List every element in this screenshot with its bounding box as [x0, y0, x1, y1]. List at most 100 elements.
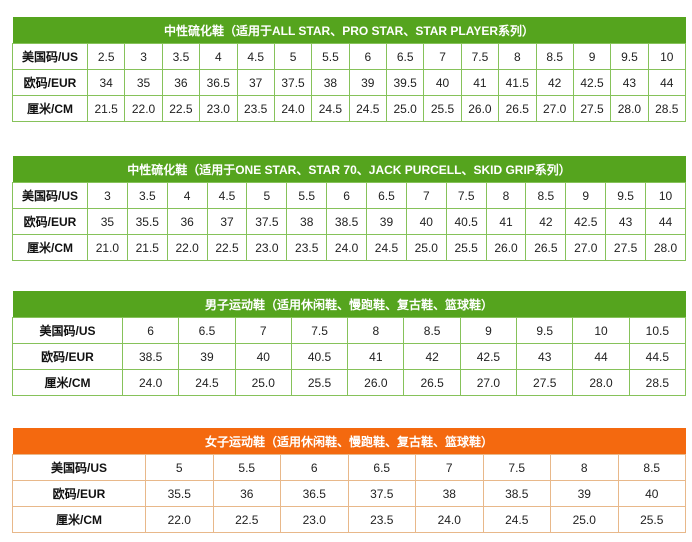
- row-label: 厘米/CM: [12, 369, 123, 396]
- size-cell: 25.5: [423, 95, 462, 122]
- row-label: 美国码/US: [12, 454, 146, 481]
- us-size-row: 美国码/US 5 5.5 6 6.5 7 7.5 8 8.5: [12, 454, 686, 481]
- size-cell: 28.0: [572, 369, 630, 396]
- size-cell: 44: [645, 208, 686, 235]
- size-cell: 26.0: [460, 95, 500, 122]
- size-cell: 25.0: [405, 234, 447, 261]
- size-cell: 44: [647, 69, 687, 96]
- size-cell: 44: [572, 343, 630, 370]
- size-cell: 25.5: [617, 506, 686, 533]
- size-cell: 36: [212, 480, 281, 507]
- size-cell: 22.0: [124, 95, 163, 122]
- size-cell: 40: [405, 208, 447, 235]
- size-cell: 37.5: [347, 480, 416, 507]
- size-cell: 42: [535, 69, 574, 96]
- size-cell: 25.5: [290, 369, 349, 396]
- size-cell: 26.0: [485, 234, 527, 261]
- size-cell: 22.0: [166, 234, 208, 261]
- size-cell: 37.5: [273, 69, 313, 96]
- size-cell: 27.0: [565, 234, 607, 261]
- size-cell: 38.5: [121, 343, 180, 370]
- us-size-row: 美国码/US 6 6.5 7 7.5 8 8.5 9 9.5 10 10.5: [12, 317, 687, 344]
- row-label: 厘米/CM: [12, 95, 88, 122]
- size-cell: 27.0: [535, 95, 574, 122]
- size-cell: 35.5: [126, 208, 168, 235]
- size-cell: 21.5: [86, 95, 126, 122]
- row-label: 厘米/CM: [12, 234, 88, 261]
- size-cell: 7.5: [482, 454, 551, 481]
- size-cell: 40: [234, 343, 292, 370]
- size-cell: 25.0: [234, 369, 292, 396]
- size-cell: 8.5: [403, 317, 461, 344]
- size-cell: 7: [234, 317, 292, 344]
- size-cell: 43: [516, 343, 574, 370]
- size-cell: 24.5: [311, 95, 350, 122]
- size-cell: 4: [199, 43, 238, 70]
- size-cell: 3.5: [126, 182, 168, 209]
- size-cell: 41: [485, 208, 527, 235]
- size-cell: 4.5: [206, 182, 248, 209]
- size-cell: 27.5: [516, 369, 574, 396]
- size-cell: 35: [124, 69, 163, 96]
- eur-size-row: 欧码/EUR 35.5 36 36.5 37.5 38 38.5 39 40: [12, 480, 686, 507]
- size-cell: 5: [145, 454, 214, 481]
- table-title: 中性硫化鞋（适用于ONE STAR、STAR 70、JACK PURCELL、S…: [12, 156, 686, 183]
- size-cell: 7: [423, 43, 462, 70]
- table-header: 女子运动鞋（适用休闲鞋、慢跑鞋、复古鞋、篮球鞋）: [12, 428, 686, 455]
- size-cell: 40: [423, 69, 462, 96]
- size-cell: 24.5: [178, 369, 236, 396]
- size-cell: 23.5: [236, 95, 275, 122]
- size-cell: 39.5: [385, 69, 425, 96]
- size-cell: 39: [366, 208, 407, 235]
- size-cell: 7: [405, 182, 447, 209]
- size-cell: 36: [166, 208, 208, 235]
- table-title: 男子运动鞋（适用休闲鞋、慢跑鞋、复古鞋、篮球鞋）: [12, 291, 686, 318]
- size-cell: 8: [498, 43, 537, 70]
- size-cell: 37: [206, 208, 248, 235]
- size-cell: 28.0: [645, 234, 686, 261]
- size-cell: 42.5: [459, 343, 518, 370]
- table-title: 中性硫化鞋（适用于ALL STAR、PRO STAR、STAR PLAYER系列…: [12, 17, 686, 44]
- size-cell: 28.0: [610, 95, 649, 122]
- size-cell: 8.5: [617, 454, 686, 481]
- table-header: 男子运动鞋（适用休闲鞋、慢跑鞋、复古鞋、篮球鞋）: [12, 291, 686, 318]
- size-cell: 10.5: [628, 317, 687, 344]
- size-cell: 37: [236, 69, 275, 96]
- size-cell: 9: [572, 43, 612, 70]
- row-label: 欧码/EUR: [12, 208, 88, 235]
- size-cell: 38.5: [326, 208, 368, 235]
- size-cell: 38: [415, 480, 484, 507]
- size-cell: 8: [347, 317, 405, 344]
- size-cell: 5.5: [286, 182, 328, 209]
- size-cell: 5: [246, 182, 288, 209]
- size-cell: 28.5: [647, 95, 687, 122]
- cm-size-row: 厘米/CM 24.0 24.5 25.0 25.5 26.0 26.5 27.0 27.5 28.…: [12, 369, 687, 396]
- size-cell: 24.5: [366, 234, 407, 261]
- us-size-row: 美国码/US 2.5 3 3.5 4 4.5 5 5.5 6 6.5 7 7.5 8 8.5 9 9.5 10: [12, 43, 687, 70]
- size-cell: 21.5: [126, 234, 168, 261]
- size-cell: 37.5: [246, 208, 288, 235]
- size-cell: 24.0: [415, 506, 484, 533]
- size-cell: 43: [610, 69, 649, 96]
- row-label: 美国码/US: [12, 317, 123, 344]
- size-cell: 27.5: [572, 95, 612, 122]
- size-cell: 26.5: [403, 369, 461, 396]
- size-cell: 6: [348, 43, 388, 70]
- size-cell: 5.5: [311, 43, 350, 70]
- size-cell: 42.5: [565, 208, 607, 235]
- size-cell: 22.5: [206, 234, 248, 261]
- size-cell: 3: [124, 43, 163, 70]
- row-label: 欧码/EUR: [12, 343, 123, 370]
- size-cell: 36: [161, 69, 201, 96]
- size-cell: 41: [460, 69, 500, 96]
- size-cell: 7.5: [445, 182, 487, 209]
- size-cell: 28.5: [628, 369, 687, 396]
- size-cell: 3.5: [161, 43, 201, 70]
- size-cell: 25.0: [550, 506, 619, 533]
- size-cell: 25.0: [385, 95, 425, 122]
- size-cell: 43: [605, 208, 647, 235]
- size-cell: 9: [565, 182, 607, 209]
- size-cell: 6: [280, 454, 349, 481]
- size-cell: 41: [347, 343, 405, 370]
- size-cell: 8.5: [535, 43, 574, 70]
